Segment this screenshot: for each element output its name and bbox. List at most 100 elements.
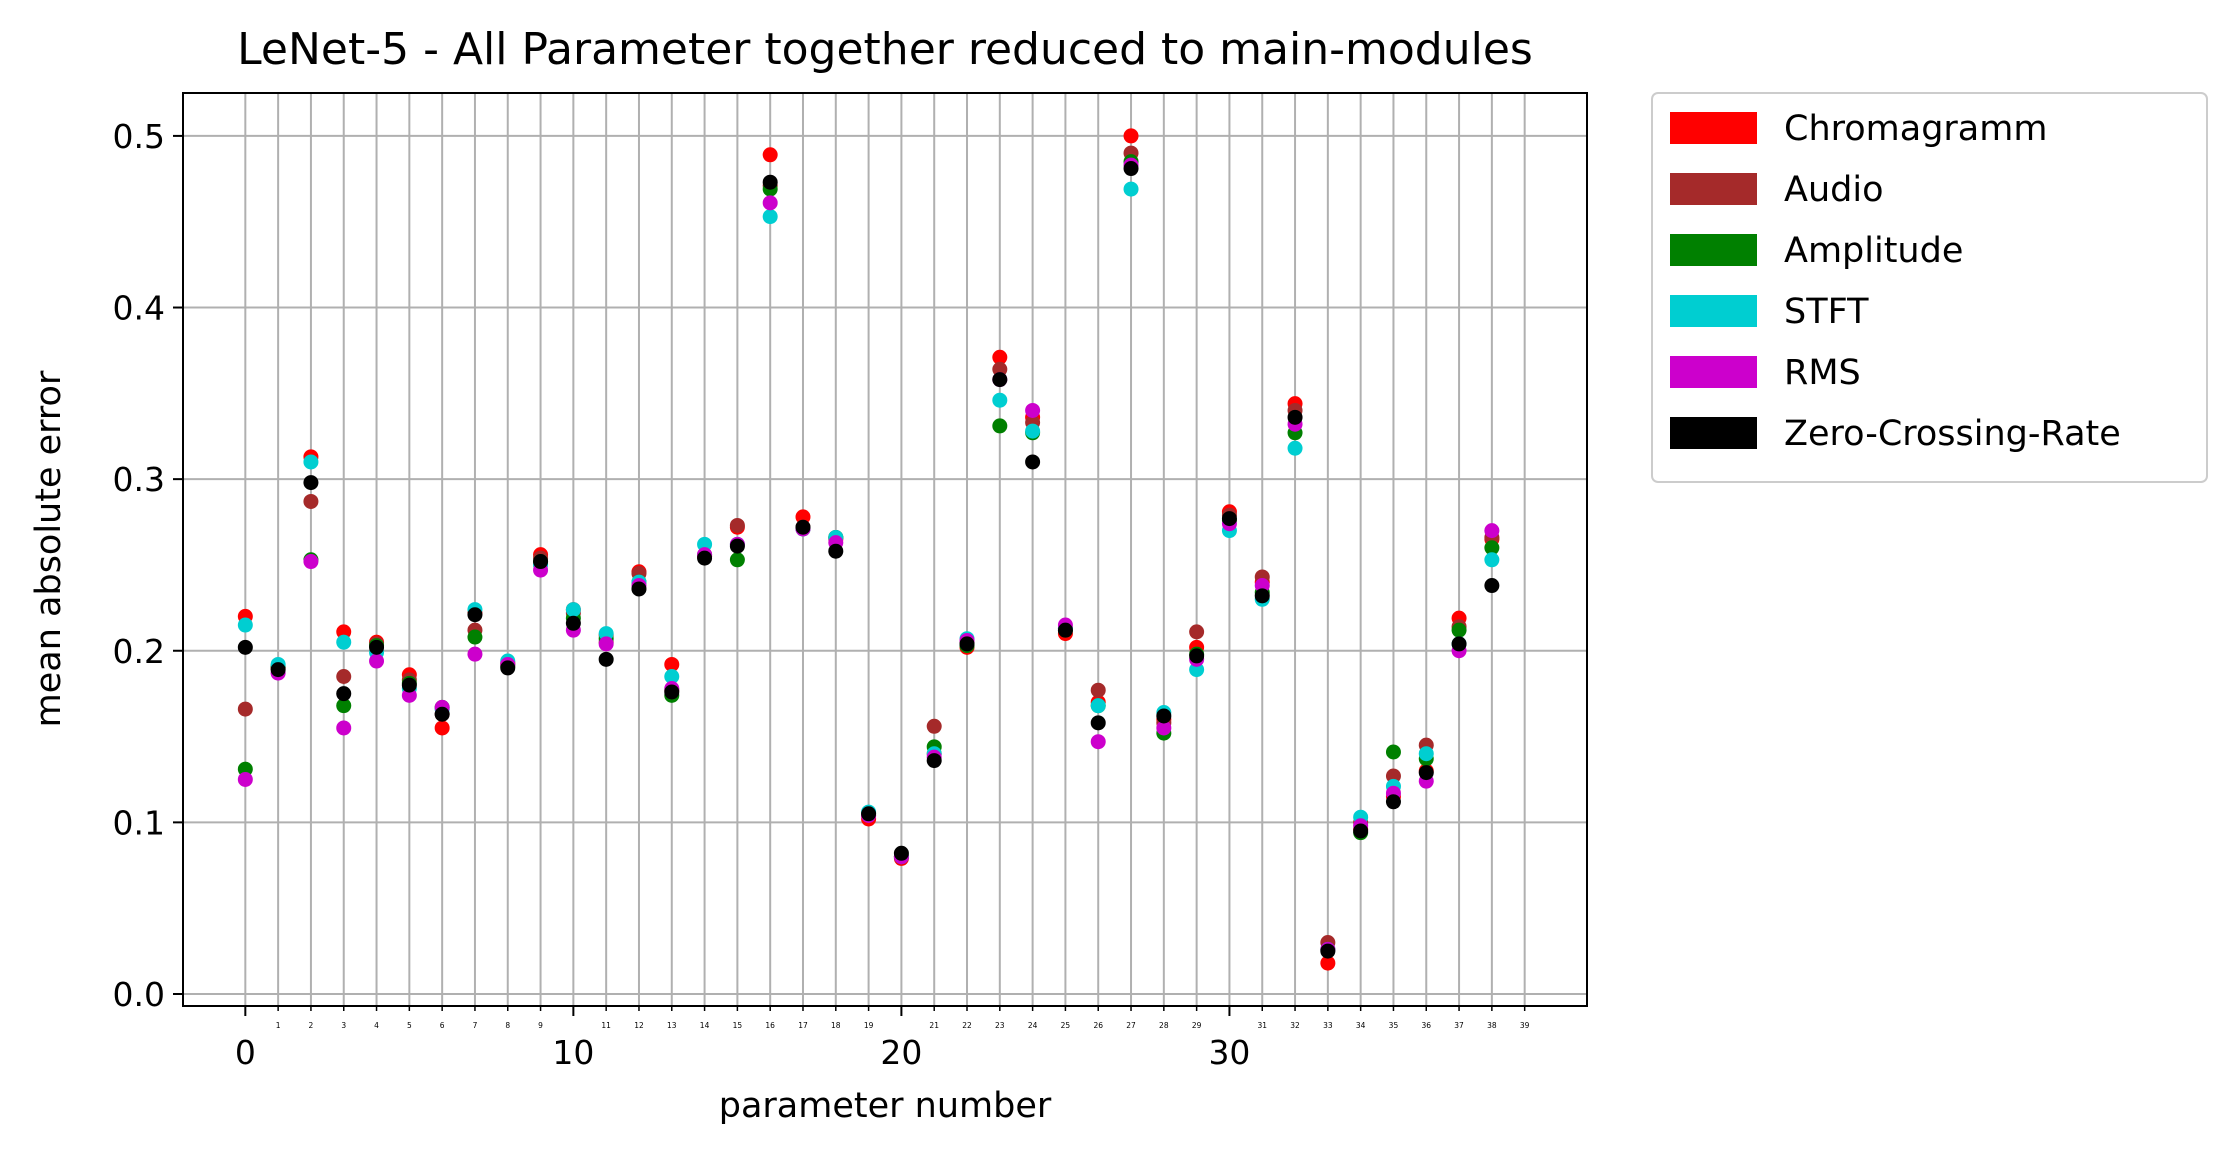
legend-swatch: [1670, 112, 1757, 144]
legend-label: Audio: [1784, 170, 1883, 210]
x-minor-tick-label: 2: [309, 1021, 314, 1030]
data-point: [1156, 720, 1172, 736]
x-minor-tick-label: 15: [733, 1021, 743, 1030]
data-point: [1320, 943, 1336, 959]
data-point: [1189, 624, 1205, 640]
legend: Chromagramm Audio Amplitude STFT RMS Zero-Cro…: [1651, 92, 2208, 483]
data-point: [992, 372, 1008, 388]
data-point: [762, 147, 778, 163]
data-point: [434, 720, 450, 736]
data-point: [959, 636, 975, 652]
data-point: [664, 684, 680, 700]
data-point: [1484, 523, 1500, 539]
x-minor-tick-label: 12: [634, 1021, 644, 1030]
x-minor-tick-label: 31: [1257, 1021, 1267, 1030]
x-minor-tick-label: 7: [473, 1021, 478, 1030]
x-minor-tick-label: 18: [831, 1021, 841, 1030]
legend-frame: [1651, 92, 2208, 483]
x-minor-tick-label: 29: [1192, 1021, 1202, 1030]
data-point: [467, 646, 483, 662]
data-point: [237, 617, 253, 633]
x-minor-tick-label: 35: [1389, 1021, 1399, 1030]
data-point: [467, 607, 483, 623]
data-point: [1418, 746, 1434, 762]
data-point: [729, 538, 745, 554]
data-point: [369, 653, 385, 669]
data-point: [1385, 768, 1401, 784]
data-point: [992, 349, 1008, 365]
data-point: [729, 517, 745, 533]
y-tick-label: 0.5: [113, 117, 165, 156]
data-point: [1123, 128, 1139, 144]
data-point: [697, 536, 713, 552]
data-point: [1353, 823, 1369, 839]
data-point: [500, 660, 516, 676]
x-minor-tick-label: 28: [1159, 1021, 1169, 1030]
data-point: [697, 550, 713, 566]
data-point: [1221, 511, 1237, 527]
data-point: [795, 519, 811, 535]
x-minor-tick-label: 32: [1290, 1021, 1300, 1030]
x-minor-tick-label: 17: [798, 1021, 808, 1030]
data-point: [565, 615, 581, 631]
data-point: [992, 361, 1008, 377]
y-tick-label: 0.4: [113, 289, 165, 328]
data-points: [237, 128, 1500, 971]
data-point: [1484, 578, 1500, 594]
data-point: [1025, 423, 1041, 439]
legend-swatch: [1670, 295, 1757, 327]
x-minor-tick-label: 19: [864, 1021, 874, 1030]
data-point: [270, 662, 286, 678]
data-point: [237, 701, 253, 717]
x-minor-tick-label: 11: [601, 1021, 611, 1030]
x-minor-tick-label: 25: [1061, 1021, 1071, 1030]
data-point: [893, 845, 909, 861]
data-point: [762, 195, 778, 211]
x-minor-tick-label: 26: [1093, 1021, 1103, 1030]
data-point: [1025, 402, 1041, 418]
data-point: [336, 720, 352, 736]
data-point: [336, 624, 352, 640]
x-minor-tick-label: 3: [341, 1021, 346, 1030]
data-point: [992, 418, 1008, 434]
x-major-tick-label: 20: [880, 1033, 922, 1072]
x-minor-tick-label: 39: [1520, 1021, 1530, 1030]
data-point: [1287, 409, 1303, 425]
data-point: [598, 636, 614, 652]
data-point: [1090, 698, 1106, 714]
y-axis-label: mean absolute error: [29, 370, 69, 727]
x-minor-tick-label: 21: [929, 1021, 939, 1030]
data-point: [1418, 765, 1434, 781]
data-point: [1484, 540, 1500, 556]
data-point: [1057, 622, 1073, 638]
legend-label: Amplitude: [1784, 231, 1963, 271]
x-minor-tick-label: 4: [374, 1021, 379, 1030]
data-point: [1090, 715, 1106, 731]
x-minor-tick-label: 33: [1323, 1021, 1333, 1030]
x-minor-tick-label: 5: [407, 1021, 412, 1030]
data-point: [1484, 552, 1500, 568]
chart-title: LeNet-5 - All Parameter together reduced…: [237, 24, 1533, 75]
data-point: [336, 668, 352, 684]
data-point: [401, 677, 417, 693]
legend-swatch: [1670, 356, 1757, 388]
data-point: [762, 174, 778, 190]
axis-ticks: 0.00.10.20.30.40.50 10 20 301 2 3 4 5 6 7 8 9 11 12 13…: [113, 117, 1530, 1072]
data-point: [467, 629, 483, 645]
x-minor-tick-label: 23: [995, 1021, 1005, 1030]
data-point: [926, 718, 942, 734]
data-point: [729, 552, 745, 568]
data-point: [861, 806, 877, 822]
data-point: [303, 454, 319, 470]
x-minor-tick-label: 14: [700, 1021, 710, 1030]
data-point: [565, 602, 581, 618]
data-point: [303, 493, 319, 509]
data-point: [1287, 440, 1303, 456]
data-point: [795, 509, 811, 525]
legend-swatch: [1670, 173, 1757, 205]
data-point: [1123, 161, 1139, 177]
data-point: [1254, 588, 1270, 604]
x-minor-tick-label: 1: [276, 1021, 281, 1030]
data-point: [926, 753, 942, 769]
